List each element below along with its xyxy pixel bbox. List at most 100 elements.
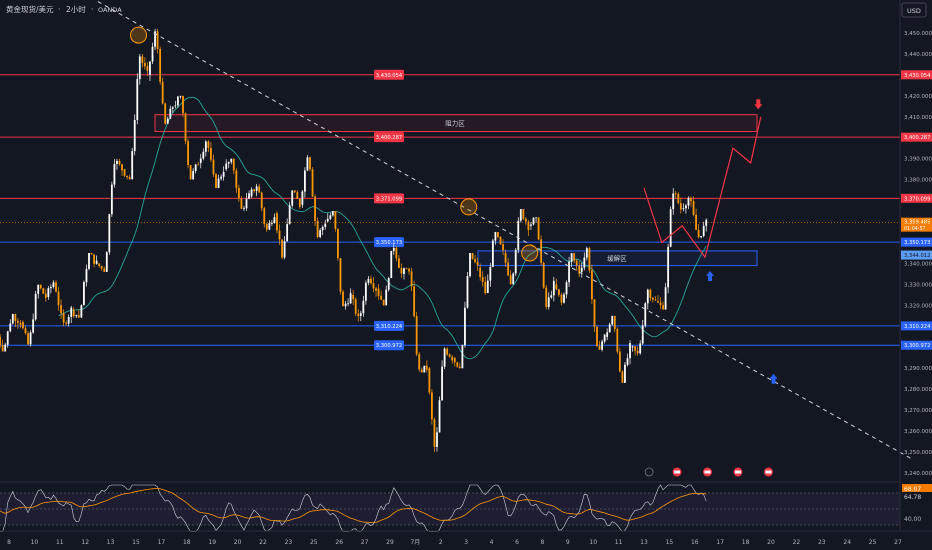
candle-body xyxy=(240,198,243,209)
time-tick-label: 27 xyxy=(361,539,369,546)
candle-body xyxy=(502,244,504,251)
price-tick-label: 3,250.000 xyxy=(904,450,932,456)
candle-body xyxy=(248,193,250,199)
candle-body xyxy=(403,268,405,274)
arrows-layer xyxy=(706,99,778,384)
candle-body xyxy=(60,305,62,314)
candle-body xyxy=(596,326,598,347)
candle-body xyxy=(44,293,47,298)
candle-body xyxy=(606,332,609,337)
price-tick-label: 3,410.000 xyxy=(904,115,932,121)
time-tick-label: 3 xyxy=(464,539,468,546)
candle-body xyxy=(306,157,309,171)
candle-body xyxy=(573,253,576,261)
axis-level-bg xyxy=(901,321,932,331)
candle-body xyxy=(133,119,136,152)
axis-level-bg xyxy=(901,340,932,350)
candle-body xyxy=(405,268,408,270)
level-tag: 3,300.972 xyxy=(376,343,402,349)
dividend-icon[interactable] xyxy=(644,467,654,477)
event-icons-layer[interactable] xyxy=(644,467,773,477)
time-tick-label: 12 xyxy=(81,539,89,546)
candle-body xyxy=(705,219,708,226)
candle-body xyxy=(309,157,311,170)
candle-body xyxy=(250,189,253,197)
candle-body xyxy=(0,336,2,346)
candle-body xyxy=(672,193,675,210)
time-tick-label: 11 xyxy=(615,539,623,546)
current-price-bg xyxy=(901,217,932,232)
candle-body xyxy=(530,224,532,226)
candle-body xyxy=(39,284,42,289)
candle-body xyxy=(542,262,545,288)
candle-body xyxy=(329,215,332,219)
price-tick-label: 3,420.000 xyxy=(904,94,932,100)
price-tick-label: 3,390.000 xyxy=(904,157,932,163)
candle-body xyxy=(687,197,690,206)
candle-body xyxy=(580,267,583,272)
candle-body xyxy=(179,95,182,97)
zone-label: 阻力区 xyxy=(445,119,465,128)
candle-body xyxy=(651,297,654,300)
time-tick-label: 15 xyxy=(666,539,674,546)
candle-body xyxy=(316,221,319,237)
time-tick-label: 27 xyxy=(894,539,902,546)
candle-body xyxy=(171,107,174,109)
candle-body xyxy=(258,186,261,193)
candle-body xyxy=(532,217,535,225)
candle-body xyxy=(62,313,65,323)
currency-label: USD xyxy=(907,7,921,15)
candle-body xyxy=(629,343,631,359)
candle-body xyxy=(57,291,60,306)
candle-body xyxy=(199,158,202,163)
candle-body xyxy=(319,230,322,237)
candle-body xyxy=(380,295,383,300)
price-tick-label: 3,450.000 xyxy=(904,31,932,37)
candle-body xyxy=(349,293,352,304)
time-tick-label: 19 xyxy=(208,539,216,546)
candle-body xyxy=(55,282,57,292)
symbol-legend[interactable]: 黄金现货/美元 · 2小时 · OANDA xyxy=(6,4,122,14)
candle-body xyxy=(695,214,697,230)
candle-body xyxy=(618,351,621,372)
candle-body xyxy=(230,158,233,163)
time-tick-label: 18 xyxy=(183,539,191,546)
candle-body xyxy=(400,267,403,274)
candle-body xyxy=(32,319,35,333)
candle-body xyxy=(243,208,245,210)
candle-body xyxy=(700,236,703,238)
flag-stripe xyxy=(674,470,681,474)
highlight-circle xyxy=(460,198,478,216)
candle-body xyxy=(367,278,370,283)
candle-body xyxy=(410,271,413,287)
candle-body xyxy=(9,323,12,332)
candle-body xyxy=(425,365,428,370)
candles-layer xyxy=(0,28,708,453)
candle-body xyxy=(682,208,685,210)
candle-body xyxy=(204,141,207,152)
candle-body xyxy=(471,253,474,260)
candle-body xyxy=(436,432,438,447)
legend-separator: · xyxy=(58,5,60,14)
candle-body xyxy=(276,213,278,231)
candle-body xyxy=(159,48,162,82)
candle-body xyxy=(639,343,642,354)
candle-body xyxy=(85,268,88,283)
candle-body xyxy=(524,218,527,222)
candle-body xyxy=(194,164,197,171)
candle-body xyxy=(431,392,433,420)
candle-body xyxy=(98,263,101,267)
projection-path xyxy=(643,116,762,259)
candle-body xyxy=(149,61,151,75)
candle-body xyxy=(67,316,70,324)
time-axis[interactable]: 8 10 11 12 13 15 17 18 19 20 22 23 25 26 27 29 7月 2 3 4 6 8 9 1… xyxy=(7,539,902,546)
candle-body xyxy=(95,260,98,264)
candle-body xyxy=(458,366,461,369)
indicator-pane[interactable]: 40.00 68.07 64.78 xyxy=(0,481,932,532)
candle-body xyxy=(100,266,103,269)
candle-body xyxy=(591,270,593,300)
candle-body xyxy=(357,313,360,317)
currency-button[interactable]: USD xyxy=(901,2,927,18)
